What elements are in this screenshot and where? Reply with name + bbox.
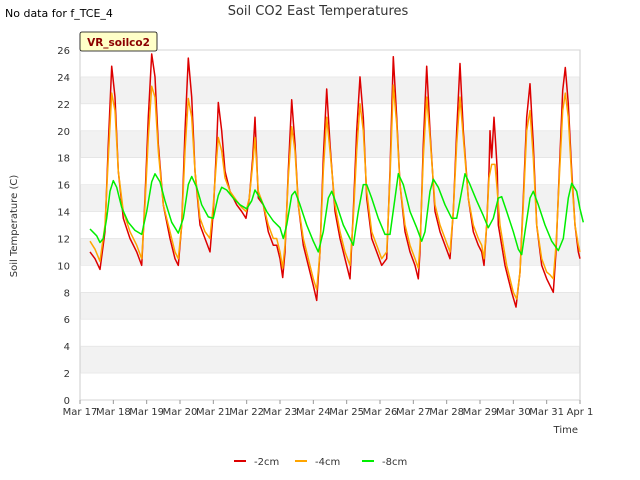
y-tick-label: 22 — [57, 100, 70, 111]
y-tick-label: 18 — [57, 154, 70, 165]
grid-band — [80, 346, 580, 374]
y-tick-label: 12 — [57, 234, 70, 245]
x-tick-label: Apr 1 — [567, 407, 594, 418]
x-tick-label: Mar 28 — [429, 407, 464, 418]
x-tick-label: Mar 23 — [263, 407, 298, 418]
y-tick-label: 0 — [64, 396, 70, 407]
x-axis-label: Time — [553, 425, 578, 436]
y-tick-label: 26 — [57, 46, 70, 57]
grid-band — [80, 76, 580, 104]
x-tick-label: Mar 20 — [163, 407, 198, 418]
series-line-minus-4cm — [89, 84, 581, 300]
y-tick-label: 6 — [64, 315, 70, 326]
legend-label: -8cm — [382, 457, 407, 468]
x-tick-label: Mar 27 — [396, 407, 431, 418]
station-label-box: VR_soilco2 — [79, 31, 158, 52]
y-tick-label: 14 — [57, 208, 70, 219]
x-tick-label: Mar 24 — [296, 407, 331, 418]
y-tick-label: 20 — [57, 127, 70, 138]
y-axis-label: Soil Temperature (C) — [9, 175, 20, 278]
chart-title: Soil CO2 East Temperatures — [228, 4, 409, 19]
grid-band — [80, 238, 580, 266]
x-tick-label: Mar 29 — [463, 407, 498, 418]
x-tick-label: Mar 30 — [496, 407, 531, 418]
x-tick-label: Mar 26 — [363, 407, 398, 418]
legend: -2cm -4cm -8cm — [234, 457, 407, 468]
x-tick-label: Mar 31 — [529, 407, 564, 418]
x-tick-label: Mar 25 — [329, 407, 364, 418]
x-tick-label: Mar 18 — [96, 407, 131, 418]
series-line-minus-8cm — [89, 173, 585, 256]
x-tick-label: Mar 19 — [129, 407, 164, 418]
legend-label: -4cm — [315, 457, 340, 468]
y-tick-label: 8 — [64, 288, 70, 299]
grid-bands — [80, 76, 580, 374]
y-tick-label: 10 — [57, 261, 70, 272]
legend-label: -2cm — [254, 457, 279, 468]
y-tick-label: 2 — [64, 369, 70, 380]
y-tick-label: 4 — [64, 342, 70, 353]
y-tick-label: 24 — [57, 73, 70, 84]
series-lines — [89, 53, 585, 308]
station-label: VR_soilco2 — [87, 37, 150, 49]
y-tick-label: 16 — [57, 181, 70, 192]
x-tick-label: Mar 17 — [63, 407, 98, 418]
no-data-note: No data for f_TCE_4 — [5, 7, 113, 20]
x-tick-label: Mar 22 — [229, 407, 264, 418]
x-tick-label: Mar 21 — [196, 407, 231, 418]
grid-band — [80, 292, 580, 320]
